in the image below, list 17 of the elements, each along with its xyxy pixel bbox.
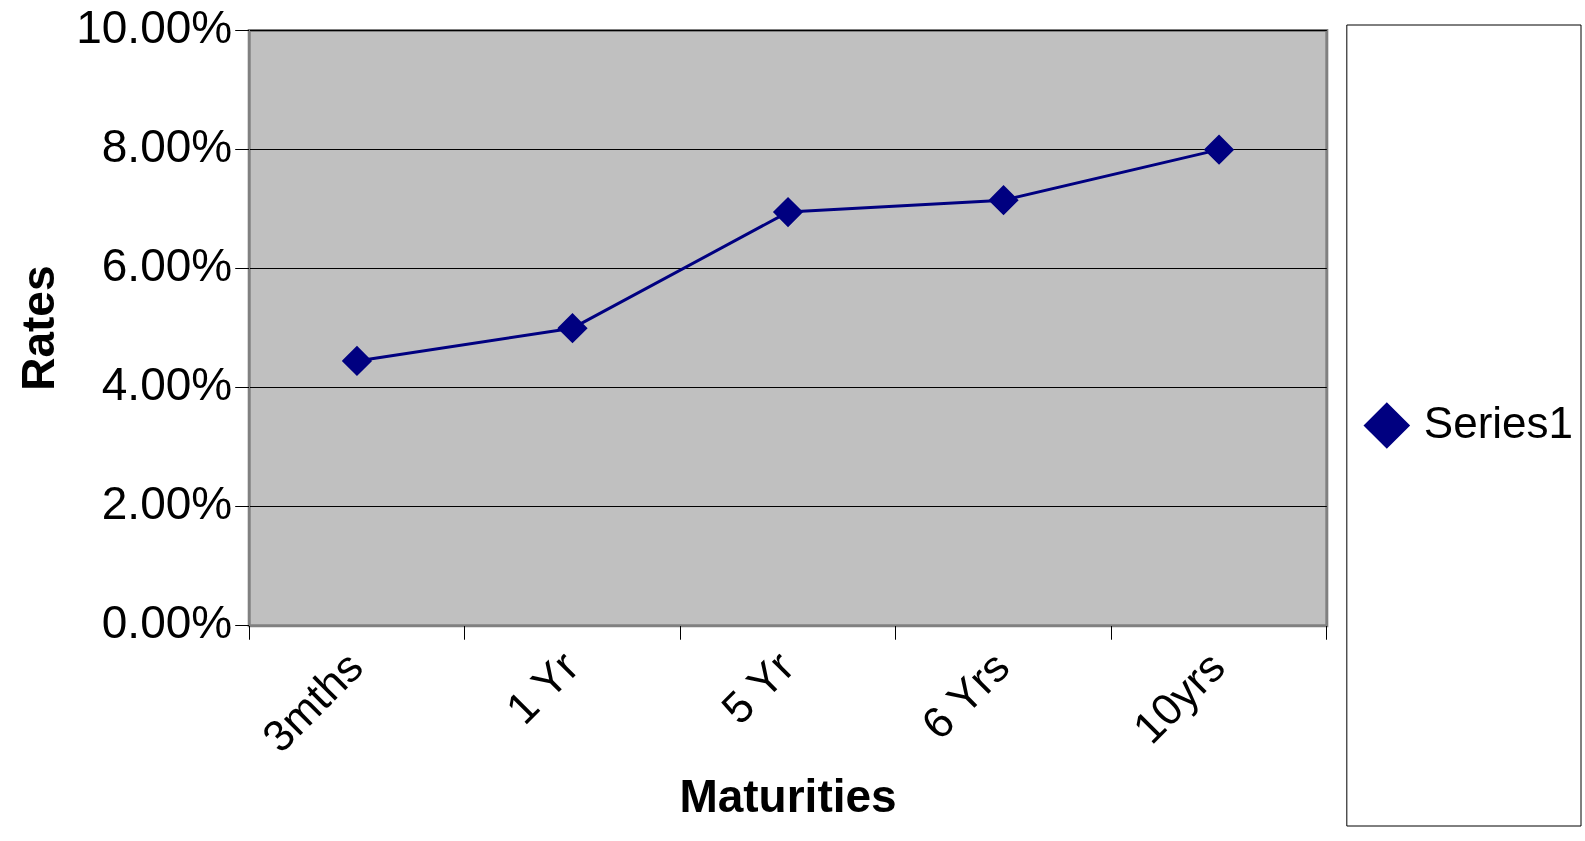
point	[773, 197, 803, 227]
x-tick-label: 5 Yr	[711, 641, 803, 733]
y-tick-label: 6.00%	[101, 239, 233, 292]
y-axis-title: Rates	[12, 265, 65, 391]
x-tick-label: 6 Yrs	[911, 641, 1019, 749]
y-tick-label: 10.00%	[76, 1, 233, 54]
y-tick-label: 2.00%	[101, 477, 233, 530]
point	[1204, 135, 1234, 165]
y-tick-label: 8.00%	[101, 120, 233, 173]
x-axis-title: Maturities	[679, 770, 897, 823]
point	[342, 346, 372, 376]
point	[989, 185, 1019, 215]
y-tick-label: 4.00%	[101, 358, 233, 411]
y-tick-label: 0.00%	[101, 596, 233, 649]
legend-label: Series1	[1423, 397, 1573, 447]
x-tick-label: 1 Yr	[496, 641, 588, 733]
point	[557, 313, 587, 343]
